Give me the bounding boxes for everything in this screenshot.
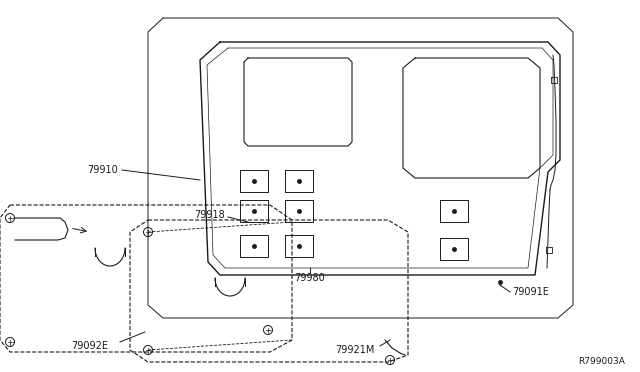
Text: 79918: 79918	[195, 210, 225, 220]
Text: 79921M: 79921M	[335, 345, 374, 355]
Text: 79980: 79980	[294, 273, 325, 283]
Text: 79091E: 79091E	[512, 287, 549, 297]
Text: 79910: 79910	[87, 165, 118, 175]
Text: R799003A: R799003A	[578, 357, 625, 366]
Text: 79092E: 79092E	[72, 341, 109, 351]
